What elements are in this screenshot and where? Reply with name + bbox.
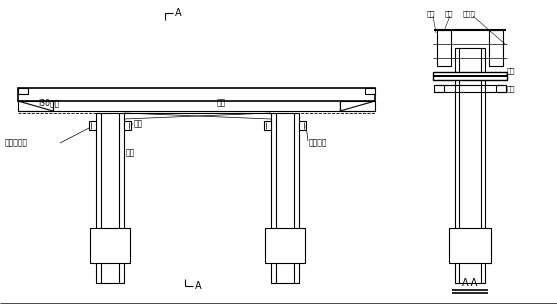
Bar bbox=[434, 85, 444, 92]
Bar bbox=[433, 75, 507, 77]
Bar bbox=[96, 113, 124, 283]
Text: A: A bbox=[195, 281, 202, 291]
Bar bbox=[264, 121, 271, 130]
Text: 侧模: 侧模 bbox=[445, 11, 453, 17]
Bar bbox=[265, 228, 305, 263]
Text: I30托梁: I30托梁 bbox=[38, 99, 59, 107]
Text: 抱箍: 抱箍 bbox=[507, 85, 515, 92]
Text: A: A bbox=[175, 8, 182, 18]
Bar bbox=[89, 121, 96, 130]
Text: 对拉杆: 对拉杆 bbox=[463, 11, 476, 17]
Text: 横梁支撑: 横梁支撑 bbox=[309, 139, 328, 148]
Text: 墩柱: 墩柱 bbox=[126, 148, 135, 157]
Text: A-A: A-A bbox=[462, 278, 478, 288]
Text: 横带: 横带 bbox=[507, 67, 515, 74]
Text: 立带: 立带 bbox=[427, 11, 436, 17]
Bar bbox=[455, 48, 485, 283]
Bar bbox=[18, 88, 28, 94]
Bar bbox=[124, 121, 131, 130]
Bar bbox=[433, 72, 507, 80]
Bar bbox=[489, 30, 503, 66]
Bar bbox=[365, 88, 375, 94]
Bar bbox=[437, 30, 451, 66]
Polygon shape bbox=[18, 101, 53, 111]
Bar bbox=[271, 113, 299, 283]
Bar bbox=[496, 85, 506, 92]
Bar bbox=[90, 228, 130, 263]
Bar bbox=[299, 121, 306, 130]
Text: 抱箍: 抱箍 bbox=[134, 119, 143, 128]
Text: 预埋防滑销: 预埋防滑销 bbox=[5, 139, 28, 148]
Bar bbox=[18, 88, 375, 101]
Polygon shape bbox=[340, 101, 375, 111]
Bar bbox=[449, 228, 491, 263]
Text: 底模: 底模 bbox=[217, 99, 226, 107]
